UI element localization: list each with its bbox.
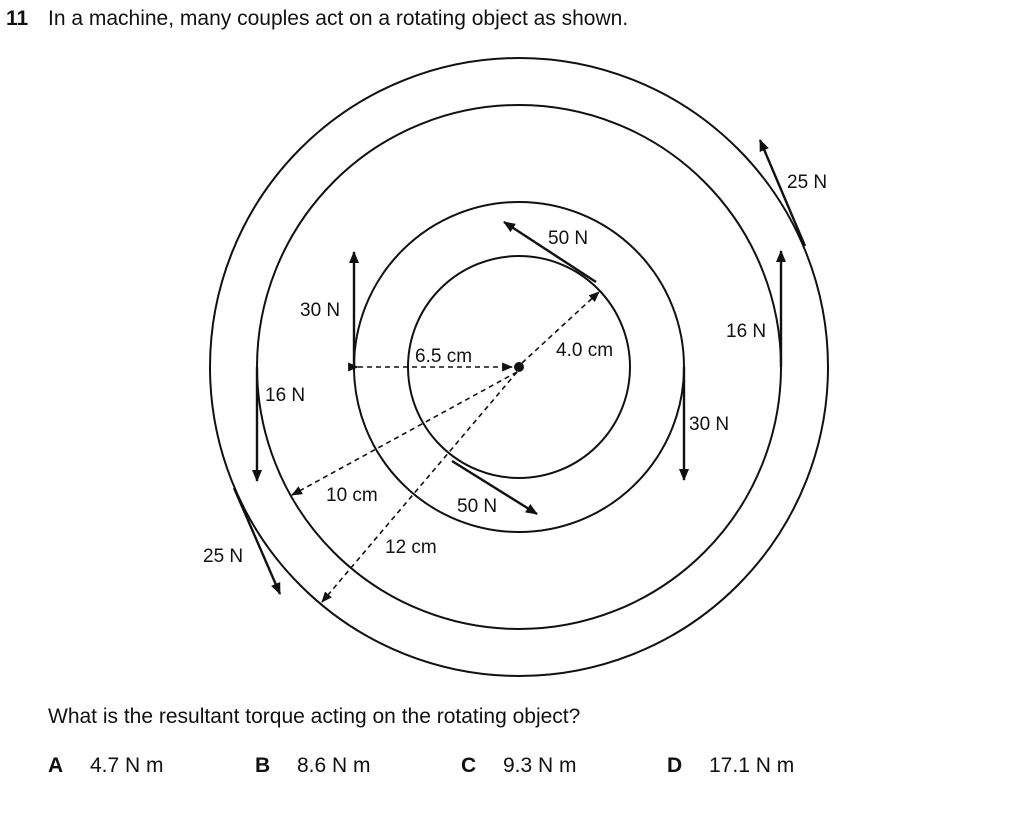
couples-diagram: 25 N 50 N 30 N 16 N 6.5 cm 4.0 cm 16 N 3… bbox=[203, 57, 829, 677]
force-arrow-50n-bottom bbox=[451, 459, 538, 516]
label-25n-left: 25 N bbox=[203, 546, 243, 567]
label-16n-left: 16 N bbox=[265, 385, 305, 406]
question-prompt: What is the resultant torque acting on t… bbox=[48, 705, 581, 728]
option-letter: A bbox=[48, 754, 64, 777]
option-letter: D bbox=[667, 754, 683, 777]
option-letter: B bbox=[255, 754, 271, 777]
label-6-5cm: 6.5 cm bbox=[415, 346, 472, 367]
force-arrow-25n-left bbox=[232, 487, 282, 595]
force-arrow-50n-top bbox=[503, 220, 597, 284]
force-arrow-25n-right bbox=[758, 139, 807, 247]
option-d[interactable]: D 17.1 N m bbox=[667, 754, 794, 778]
label-30n-left: 30 N bbox=[300, 300, 340, 321]
label-10cm: 10 cm bbox=[326, 485, 378, 506]
radius-line-10cm bbox=[291, 371, 518, 496]
option-value: 9.3 N m bbox=[503, 754, 577, 777]
label-12cm: 12 cm bbox=[385, 537, 437, 558]
pivot-dot bbox=[514, 362, 524, 372]
option-value: 8.6 N m bbox=[297, 754, 371, 777]
circle-radius-12cm bbox=[209, 57, 829, 677]
option-a[interactable]: A 4.7 N m bbox=[48, 754, 164, 778]
question-text: In a machine, many couples act on a rota… bbox=[48, 7, 629, 30]
label-16n-right: 16 N bbox=[726, 321, 766, 342]
label-30n-right: 30 N bbox=[689, 414, 729, 435]
question-number: 11 bbox=[6, 7, 29, 30]
label-25n-right: 25 N bbox=[787, 172, 827, 193]
label-50n-bottom: 50 N bbox=[457, 496, 497, 517]
option-c[interactable]: C 9.3 N m bbox=[461, 754, 577, 778]
option-value: 4.7 N m bbox=[90, 754, 164, 777]
option-value: 17.1 N m bbox=[709, 754, 795, 777]
option-letter: C bbox=[461, 754, 477, 777]
label-50n-top: 50 N bbox=[548, 228, 588, 249]
option-b[interactable]: B 8.6 N m bbox=[255, 754, 371, 778]
label-4cm: 4.0 cm bbox=[556, 340, 613, 361]
